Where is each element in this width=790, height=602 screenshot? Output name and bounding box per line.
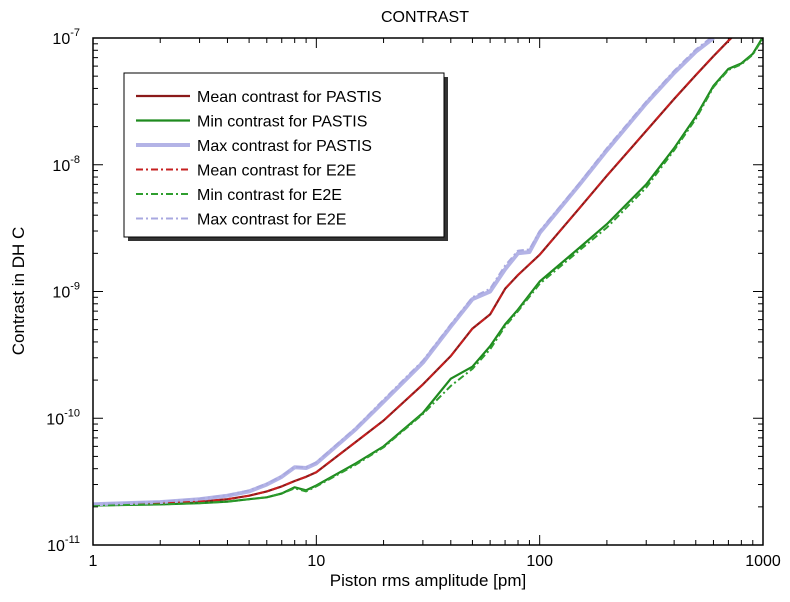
legend-label-4: Mean contrast for E2E	[197, 163, 356, 180]
y-tick-exponent: -9	[70, 281, 80, 293]
legend: Mean contrast for PASTIS Min contrast for…	[123, 72, 448, 241]
x-tick-label: 1	[89, 553, 98, 570]
legend-label-3: Max contrast for PASTIS	[197, 138, 372, 155]
legend-label-2: Min contrast for PASTIS	[197, 114, 367, 131]
y-axis-label: Contrast in DH C	[9, 227, 28, 355]
legend-box	[123, 72, 445, 238]
y-tick-base: 10	[52, 31, 70, 48]
y-tick-base: 10	[46, 411, 64, 428]
y-tick-exponent: -7	[70, 27, 80, 39]
minor-ticks	[92, 38, 763, 546]
x-axis-label: Piston rms amplitude [pm]	[330, 571, 527, 590]
legend-label-5: Min contrast for E2E	[197, 187, 342, 204]
x-tick-label: 10	[307, 553, 325, 570]
y-tick-exponent: -11	[65, 534, 80, 546]
y-tick-label: 10-7	[52, 27, 80, 48]
y-tick-exponent: -8	[70, 154, 80, 166]
series-line-6	[93, 38, 713, 506]
y-tick-label: 10-9	[52, 281, 80, 302]
y-tick-base: 10	[52, 285, 70, 302]
x-tick-label: 1000	[745, 553, 781, 570]
series-line-4	[93, 38, 733, 506]
legend-label-6: Max contrast for E2E	[197, 212, 346, 229]
legend-label-1: Mean contrast for PASTIS	[197, 89, 382, 106]
series-lines	[93, 38, 763, 507]
x-tick-label: 100	[526, 553, 553, 570]
chart-title: CONTRAST	[381, 9, 469, 26]
x-tick-labels: 1 10 100 1000	[89, 553, 781, 570]
y-tick-label: 10-8	[52, 154, 80, 175]
plot-frame	[92, 37, 764, 546]
y-tick-base: 10	[47, 538, 65, 555]
y-tick-exponent: -10	[64, 407, 80, 419]
series-line-5	[93, 38, 763, 507]
series-line-3	[93, 38, 715, 507]
y-tick-label: 10-10	[46, 407, 80, 428]
y-tick-label: 10-11	[47, 534, 80, 555]
y-tick-base: 10	[52, 158, 70, 175]
